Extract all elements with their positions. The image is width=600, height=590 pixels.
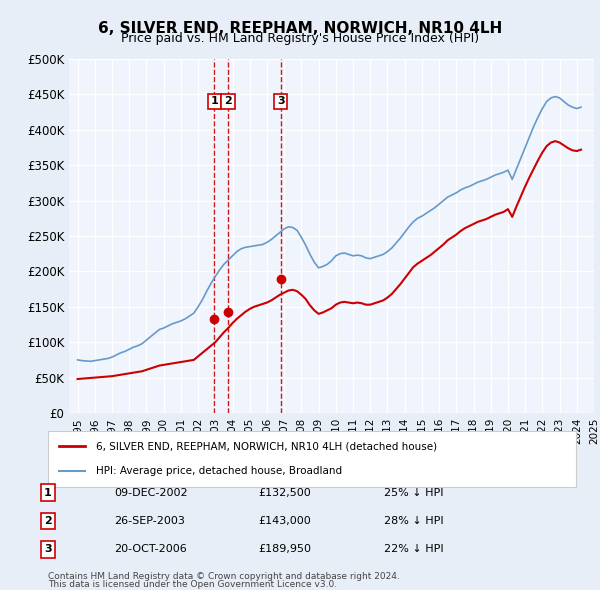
Text: 20-OCT-2006: 20-OCT-2006 bbox=[114, 545, 187, 554]
Text: HPI: Average price, detached house, Broadland: HPI: Average price, detached house, Broa… bbox=[95, 466, 341, 476]
Text: 6, SILVER END, REEPHAM, NORWICH, NR10 4LH (detached house): 6, SILVER END, REEPHAM, NORWICH, NR10 4L… bbox=[95, 441, 437, 451]
Text: 26-SEP-2003: 26-SEP-2003 bbox=[114, 516, 185, 526]
Text: Contains HM Land Registry data © Crown copyright and database right 2024.: Contains HM Land Registry data © Crown c… bbox=[48, 572, 400, 581]
Text: 3: 3 bbox=[277, 97, 284, 106]
Text: 09-DEC-2002: 09-DEC-2002 bbox=[114, 488, 188, 497]
Text: Price paid vs. HM Land Registry's House Price Index (HPI): Price paid vs. HM Land Registry's House … bbox=[121, 32, 479, 45]
Text: 22% ↓ HPI: 22% ↓ HPI bbox=[384, 545, 443, 554]
Text: £132,500: £132,500 bbox=[258, 488, 311, 497]
Text: 2: 2 bbox=[224, 97, 232, 106]
Text: 25% ↓ HPI: 25% ↓ HPI bbox=[384, 488, 443, 497]
Text: 2: 2 bbox=[44, 516, 52, 526]
Text: 3: 3 bbox=[44, 545, 52, 554]
Text: 1: 1 bbox=[211, 97, 218, 106]
Text: £189,950: £189,950 bbox=[258, 545, 311, 554]
Text: 28% ↓ HPI: 28% ↓ HPI bbox=[384, 516, 443, 526]
Text: 6, SILVER END, REEPHAM, NORWICH, NR10 4LH: 6, SILVER END, REEPHAM, NORWICH, NR10 4L… bbox=[98, 21, 502, 35]
Text: This data is licensed under the Open Government Licence v3.0.: This data is licensed under the Open Gov… bbox=[48, 580, 337, 589]
Text: 1: 1 bbox=[44, 488, 52, 497]
Text: £143,000: £143,000 bbox=[258, 516, 311, 526]
